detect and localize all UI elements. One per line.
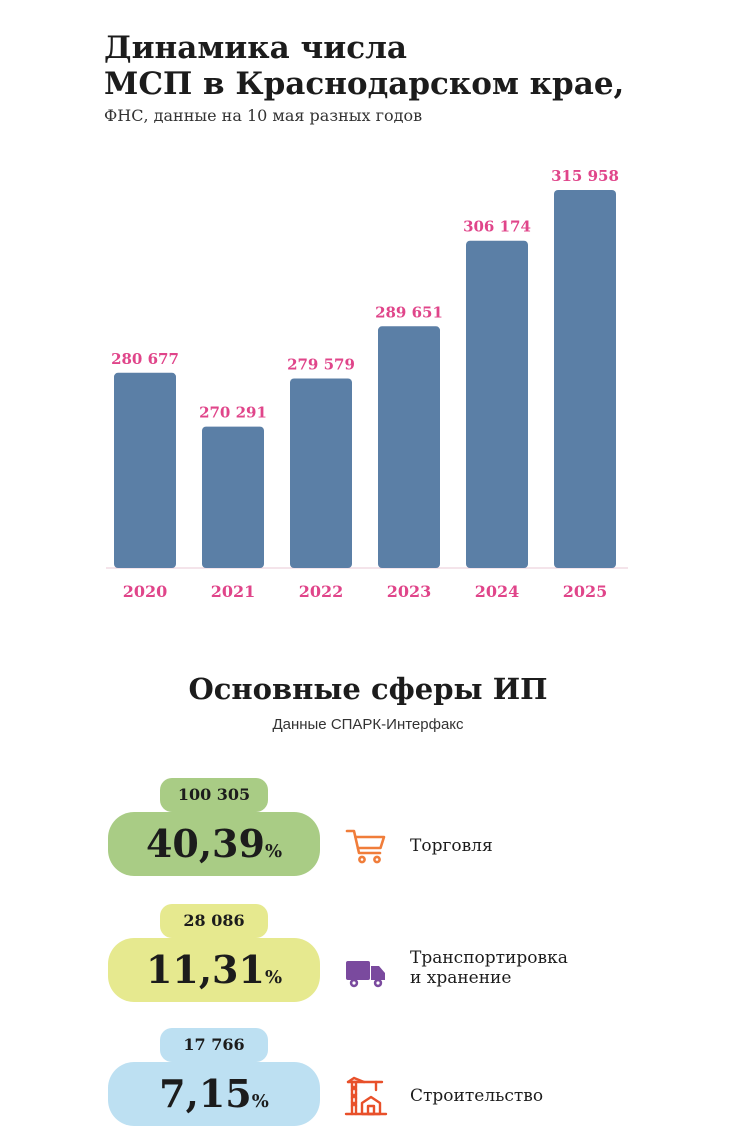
sphere-percent: 11,31 <box>145 947 265 992</box>
percent-sign: % <box>251 1091 269 1112</box>
percent-sign: % <box>264 841 283 862</box>
bar-2022 <box>290 378 352 568</box>
value-label-2020: 280 677 <box>111 350 179 368</box>
year-label-2023: 2023 <box>387 582 432 601</box>
bar-chart: 280 677 2020 270 291 2021 279 579 2022 289 651… <box>106 167 628 601</box>
bar-2025 <box>554 190 616 568</box>
sphere-count: 17 766 <box>183 1035 245 1054</box>
chart-subtitle: ФНС, данные на 10 мая разных годов <box>104 106 423 125</box>
delivery-truck-icon <box>346 961 385 988</box>
sphere-percent-pill: 7,15% <box>108 1062 320 1126</box>
sphere-label-line-1: Строительство <box>410 1086 544 1106</box>
bar-2023 <box>378 326 440 568</box>
sphere-count: 28 086 <box>183 911 245 930</box>
sphere-count-pill: 28 086 <box>160 904 268 938</box>
value-label-2025: 315 958 <box>551 167 619 185</box>
sphere-percent-pill: 40,39% <box>108 812 320 876</box>
shopping-cart-icon <box>345 829 386 864</box>
year-label-2025: 2025 <box>563 582 608 601</box>
sphere-label-line-1: Торговля <box>410 836 493 856</box>
bar-2021 <box>202 426 264 568</box>
sphere-label: Транспортировка и хранение <box>410 948 568 988</box>
bar-2024 <box>466 240 528 568</box>
construction-crane-icon <box>344 1076 388 1116</box>
sphere-label-line-1: Транспортировка <box>410 948 568 968</box>
bar-2020 <box>114 372 176 568</box>
year-label-2022: 2022 <box>299 582 344 601</box>
year-label-2024: 2024 <box>475 582 520 601</box>
sphere-count-pill: 17 766 <box>160 1028 268 1062</box>
sphere-label-line-2: и хранение <box>410 968 512 988</box>
value-label-2024: 306 174 <box>463 218 531 236</box>
percent-sign: % <box>264 967 283 988</box>
title-line-1: Динамика числа <box>104 30 408 66</box>
sphere-trade: 100 305 40,39% Торговля <box>0 778 736 888</box>
sphere-percent: 7,15 <box>159 1071 252 1116</box>
sphere-label: Строительство <box>410 1086 543 1106</box>
bars-layer: 280 677 2020 270 291 2021 279 579 2022 289 651… <box>106 167 628 601</box>
title-line-2: МСП в Краснодарском крае, <box>104 66 625 102</box>
value-label-2021: 270 291 <box>199 404 267 422</box>
sphere-construction: 17 766 7,15% Строительство <box>0 1028 736 1138</box>
value-label-2022: 279 579 <box>287 355 355 373</box>
sphere-transport: 28 086 11,31% Транспортировка и хранение <box>0 904 736 1014</box>
sphere-percent: 40,39 <box>145 821 265 866</box>
year-label-2020: 2020 <box>123 582 168 601</box>
spheres-source: Данные СПАРК-Интерфакс <box>272 716 464 733</box>
sphere-count-pill: 100 305 <box>160 778 268 812</box>
spheres-title: Основные сферы ИП <box>188 672 548 706</box>
year-label-2021: 2021 <box>211 582 256 601</box>
value-label-2023: 289 651 <box>375 303 443 321</box>
sphere-label: Торговля <box>410 836 493 856</box>
sphere-percent-pill: 11,31% <box>108 938 320 1002</box>
sphere-count: 100 305 <box>177 785 251 804</box>
chart-title: Динамика числа МСП в Краснодарском крае, <box>104 30 624 102</box>
